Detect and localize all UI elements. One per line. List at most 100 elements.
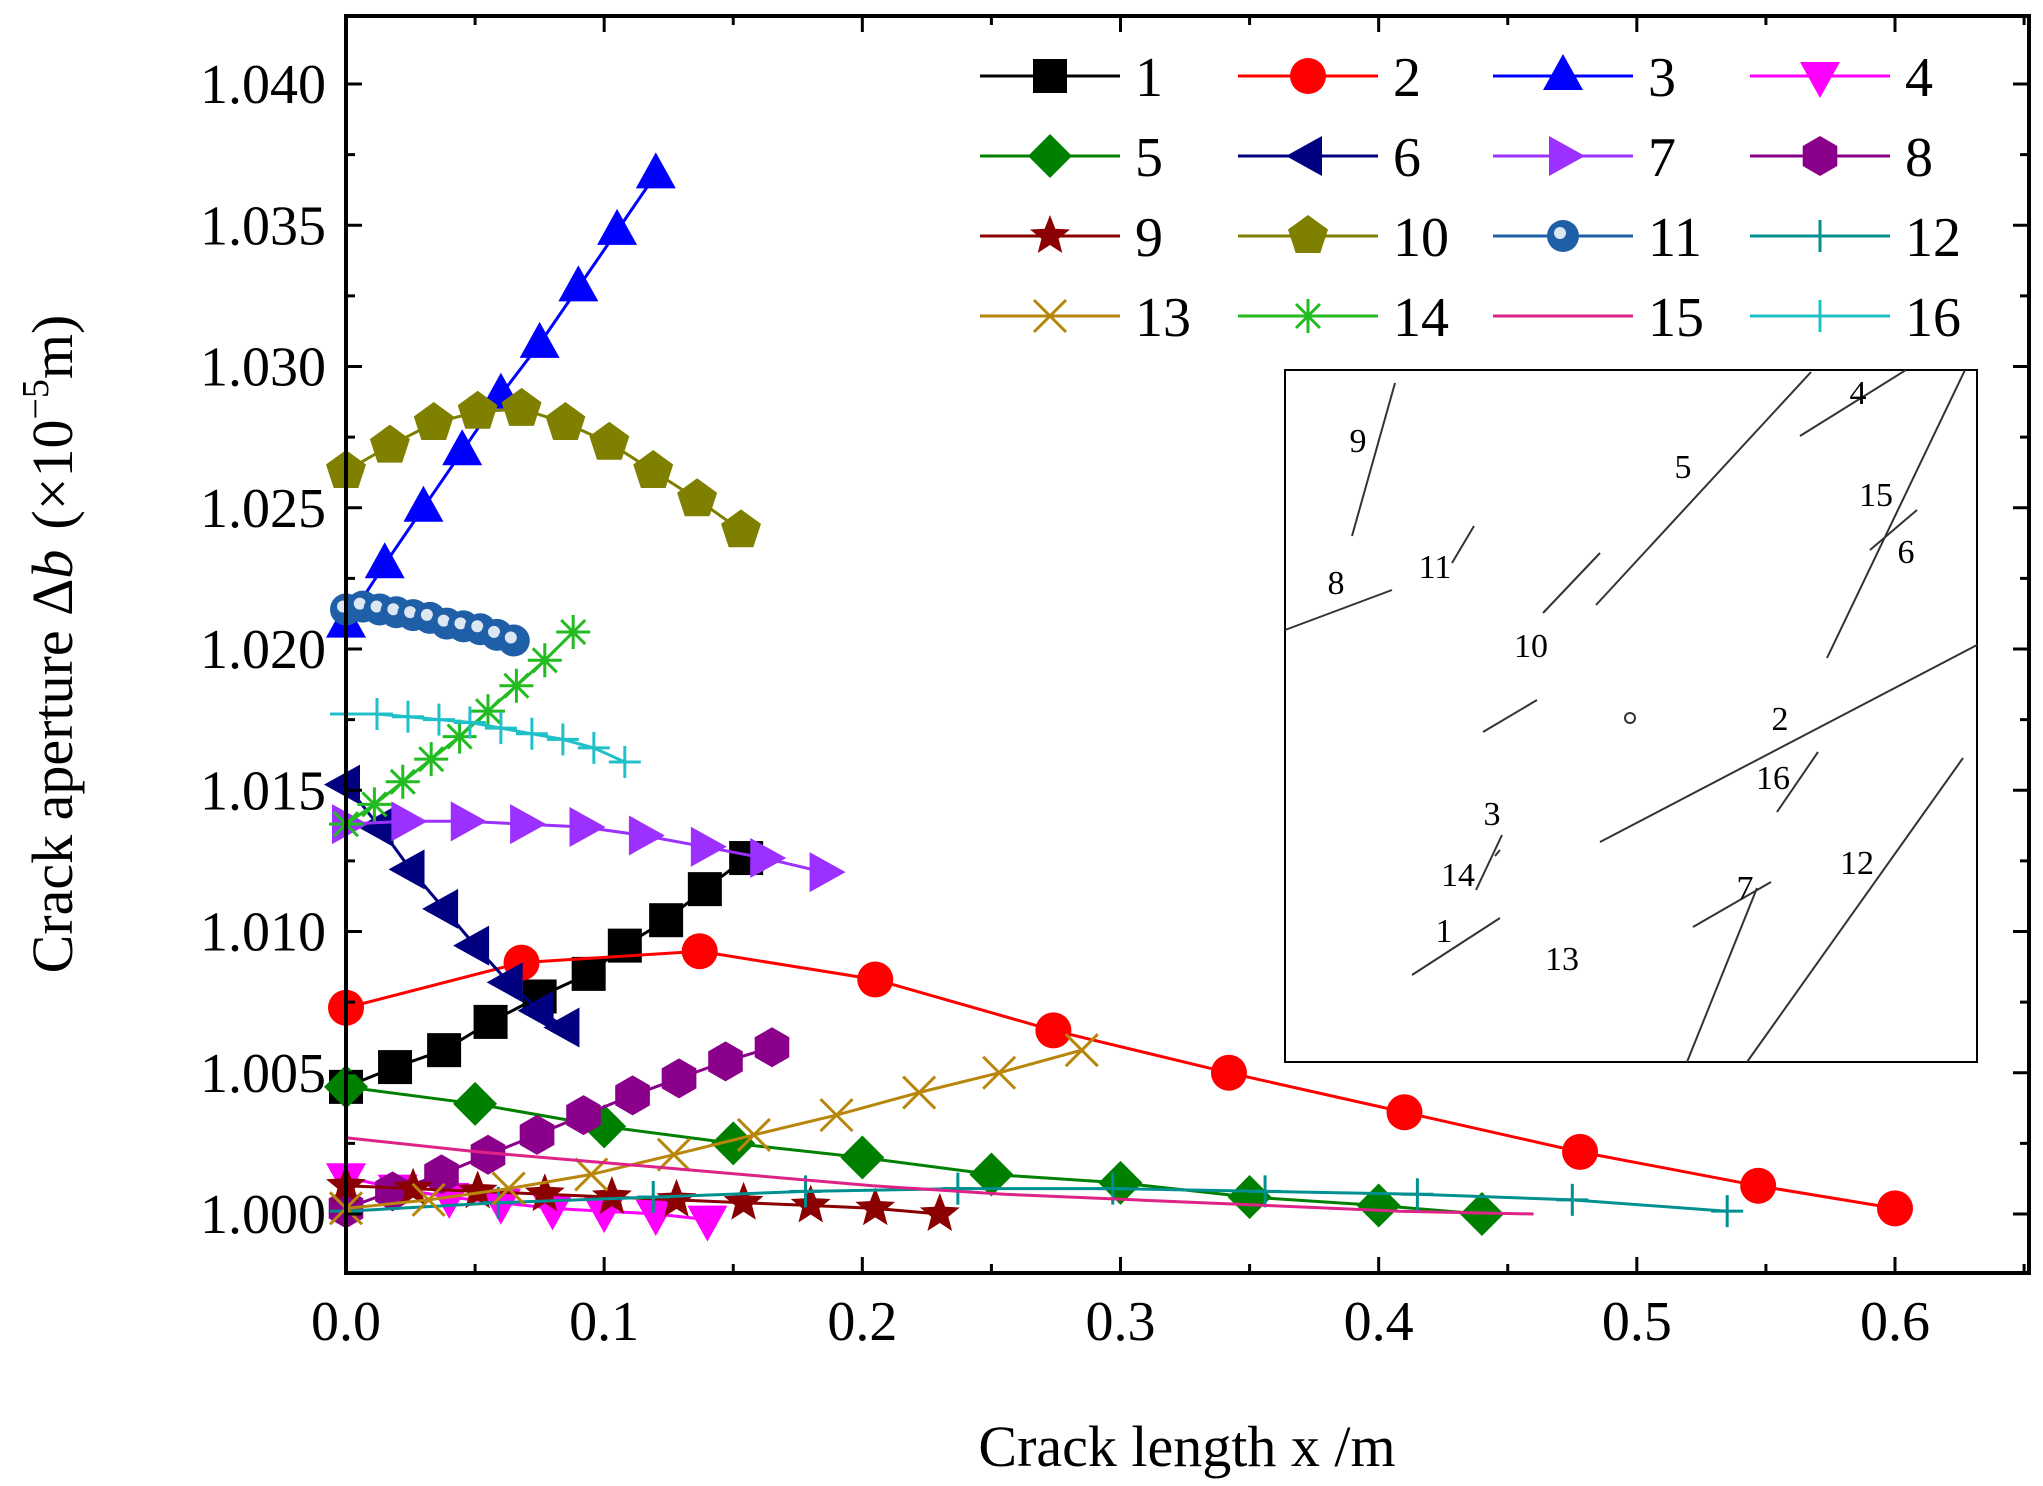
data-point-3 [519,321,560,358]
data-point-2 [1740,1167,1777,1204]
data-point-12 [1711,1195,1744,1228]
y-axis-label-unit-end: m) [20,315,85,379]
data-point-14 [556,615,591,650]
inset-crack [1776,751,1819,813]
series-line-10 [345,407,742,532]
inset-crack [1542,552,1601,614]
legend-label: 10 [1393,207,1449,269]
data-point-6 [517,990,554,1031]
x-tick-label: 0.0 [311,1291,381,1353]
data-point-5 [969,1152,1014,1197]
marker-highlight [370,600,383,613]
legend-label: 14 [1393,287,1449,349]
marker-highlight [454,617,467,630]
data-point-2 [1210,1054,1247,1091]
marker-highlight [1554,227,1566,239]
data-point-13 [656,1137,691,1172]
inset-crack-label-2: 2 [1772,701,1789,738]
legend-label: 4 [1905,47,1933,109]
data-point-7 [391,801,428,842]
inset-crack [1482,699,1538,733]
legend-marker [1030,215,1070,253]
data-point-9 [524,1173,565,1212]
inset-crack [1595,371,1812,606]
legend-entry-2: 2 [1238,47,1421,109]
data-point-12 [1401,1178,1434,1211]
data-point-10 [677,478,718,517]
series-5 [324,1064,1504,1236]
data-point-3 [558,265,599,302]
data-point-2 [1386,1094,1423,1131]
data-point-9 [591,1176,632,1214]
y-tick-label: 1.015 [200,760,326,822]
series-15 [345,1136,1534,1216]
data-point-6 [486,962,523,1003]
data-point-2 [1035,1012,1072,1049]
data-point-9 [393,1167,434,1206]
data-point-10 [545,402,586,440]
inset-crack [1351,382,1396,537]
y-tick-label: 1.025 [200,478,326,540]
legend-entry-4: 4 [1750,47,1933,109]
data-point-10 [413,402,454,440]
inset-crack [1284,589,1393,631]
data-point-7 [569,806,606,847]
data-point-7 [750,838,787,879]
y-tick-label: 1.035 [200,195,326,257]
data-point-14 [442,719,477,754]
data-point-4 [687,1205,728,1242]
data-point-7 [510,804,547,845]
data-point-12 [482,1186,515,1219]
legend-label: 15 [1648,287,1704,349]
series-line-15 [345,1136,1534,1216]
y-tick-label: 1.005 [200,1043,326,1105]
legend-entry-10: 10 [1238,207,1449,269]
data-point-14 [527,643,562,678]
data-point-2 [1562,1133,1599,1170]
data-point-5 [711,1121,756,1166]
data-point-16 [577,731,610,764]
legend-marker [1804,300,1836,332]
data-point-7 [628,815,665,856]
series-line-5 [345,1085,1483,1216]
inset-crack-label-8: 8 [1328,565,1345,602]
data-point-10 [721,509,761,548]
data-point-8 [708,1041,743,1082]
inset-crack-label-1: 1 [1436,913,1453,950]
data-point-13 [736,1117,771,1152]
x-tick-label: 0.4 [1344,1291,1414,1353]
inset-crack-label-12: 12 [1840,845,1874,882]
y-axis-label-unit: (×10 [20,420,85,530]
series-13 [328,1033,1099,1226]
data-point-8 [566,1095,601,1136]
data-point-9 [656,1178,697,1217]
series-line-13 [345,1048,1083,1210]
data-point-6 [324,764,360,805]
data-point-10 [589,421,630,460]
data-point-12 [941,1172,974,1205]
data-point-10 [501,387,542,426]
marker-highlight [437,614,450,627]
legend-label: 2 [1393,47,1421,109]
inset-crack-label-7: 7 [1737,870,1754,907]
data-point-1 [571,956,606,991]
data-point-6 [388,849,425,890]
legend-marker [1033,59,1067,93]
data-point-5 [840,1135,885,1180]
data-point-6 [453,925,490,966]
inset-crack-label-4: 4 [1850,375,1867,412]
series-11 [330,590,530,657]
inset-crack-label-10: 10 [1514,628,1548,665]
legend-marker [1804,220,1836,252]
legend-marker [1543,54,1583,90]
legend-label: 11 [1648,207,1702,269]
legend-label: 12 [1905,207,1961,269]
inset-crack-label-5: 5 [1675,449,1692,486]
data-point-12 [1556,1183,1589,1216]
series-16 [330,697,641,778]
data-point-8 [754,1027,790,1068]
data-point-7 [690,826,727,867]
plot-frame [344,14,2031,1275]
data-point-14 [470,694,505,729]
